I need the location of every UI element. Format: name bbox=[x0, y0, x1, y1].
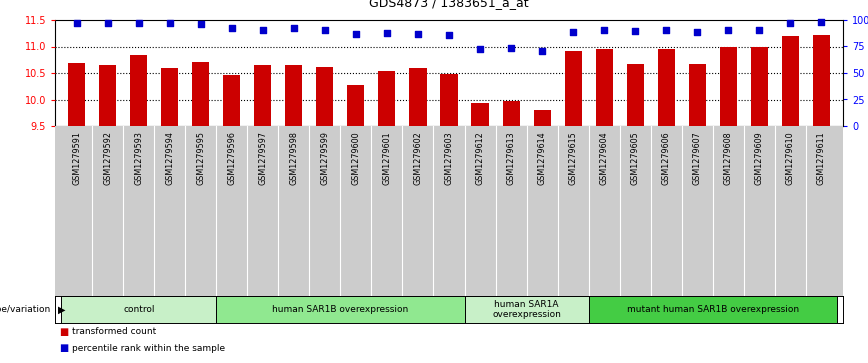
Text: GSM1279615: GSM1279615 bbox=[569, 131, 577, 185]
Point bbox=[411, 31, 425, 37]
Point bbox=[690, 29, 704, 34]
Point bbox=[349, 31, 363, 37]
Point bbox=[163, 20, 177, 26]
Text: GSM1279597: GSM1279597 bbox=[259, 131, 267, 185]
Bar bbox=[347, 85, 365, 126]
Text: GSM1279614: GSM1279614 bbox=[537, 131, 547, 185]
Bar bbox=[595, 49, 613, 126]
Point bbox=[101, 20, 115, 26]
Text: GSM1279609: GSM1279609 bbox=[755, 131, 764, 185]
Text: genotype/variation: genotype/variation bbox=[0, 305, 50, 314]
Text: GSM1279602: GSM1279602 bbox=[413, 131, 423, 185]
Point bbox=[256, 26, 270, 32]
Point bbox=[473, 46, 487, 52]
Point bbox=[659, 26, 673, 32]
Point bbox=[536, 48, 549, 54]
Text: ■: ■ bbox=[59, 327, 69, 337]
Point bbox=[318, 26, 332, 32]
Text: GSM1279611: GSM1279611 bbox=[817, 131, 825, 185]
Text: GSM1279607: GSM1279607 bbox=[693, 131, 701, 185]
Text: GSM1279593: GSM1279593 bbox=[135, 131, 143, 185]
Point bbox=[442, 32, 456, 38]
Text: GSM1279613: GSM1279613 bbox=[507, 131, 516, 185]
Bar bbox=[161, 68, 178, 126]
Point bbox=[287, 25, 301, 31]
Point bbox=[597, 26, 611, 32]
Point bbox=[753, 26, 766, 32]
Text: GSM1279596: GSM1279596 bbox=[227, 131, 236, 185]
Bar bbox=[464, 296, 589, 323]
Bar bbox=[316, 67, 333, 126]
Text: GSM1279591: GSM1279591 bbox=[72, 131, 82, 185]
Bar bbox=[658, 49, 674, 126]
Point bbox=[132, 20, 146, 26]
Bar bbox=[627, 64, 644, 126]
Bar bbox=[69, 63, 85, 126]
Text: GSM1279608: GSM1279608 bbox=[724, 131, 733, 185]
Bar bbox=[193, 62, 209, 126]
Text: percentile rank within the sample: percentile rank within the sample bbox=[72, 343, 226, 352]
Point bbox=[194, 21, 207, 27]
Bar bbox=[440, 74, 457, 126]
Bar bbox=[286, 65, 302, 126]
Text: control: control bbox=[123, 305, 155, 314]
Point bbox=[69, 20, 83, 26]
Text: GSM1279603: GSM1279603 bbox=[444, 131, 453, 185]
Text: GSM1279598: GSM1279598 bbox=[289, 131, 299, 185]
Text: GSM1279599: GSM1279599 bbox=[320, 131, 329, 185]
Text: human SAR1B overexpression: human SAR1B overexpression bbox=[273, 305, 409, 314]
Bar bbox=[564, 51, 582, 126]
Bar bbox=[782, 36, 799, 126]
Bar bbox=[503, 101, 520, 126]
Point bbox=[721, 26, 735, 32]
Text: human SAR1A
overexpression: human SAR1A overexpression bbox=[492, 300, 561, 319]
Point bbox=[628, 28, 642, 33]
Bar bbox=[720, 46, 737, 126]
Point bbox=[225, 25, 239, 31]
Text: GDS4873 / 1383651_a_at: GDS4873 / 1383651_a_at bbox=[369, 0, 529, 9]
Text: GSM1279612: GSM1279612 bbox=[476, 131, 484, 185]
Text: GSM1279606: GSM1279606 bbox=[661, 131, 671, 185]
Text: ▶: ▶ bbox=[57, 305, 65, 314]
Point bbox=[814, 19, 828, 25]
Text: mutant human SAR1B overexpression: mutant human SAR1B overexpression bbox=[627, 305, 799, 314]
Text: GSM1279601: GSM1279601 bbox=[383, 131, 391, 185]
Bar bbox=[99, 65, 116, 126]
Text: GSM1279605: GSM1279605 bbox=[631, 131, 640, 185]
Bar bbox=[812, 35, 830, 126]
Text: GSM1279594: GSM1279594 bbox=[165, 131, 174, 185]
Bar bbox=[410, 68, 426, 126]
Bar bbox=[130, 55, 148, 126]
Bar bbox=[223, 75, 240, 126]
Bar bbox=[62, 296, 216, 323]
Text: GSM1279610: GSM1279610 bbox=[786, 131, 795, 185]
Bar bbox=[378, 72, 396, 126]
Point bbox=[566, 29, 580, 34]
Bar bbox=[751, 46, 768, 126]
Point bbox=[783, 20, 797, 26]
Text: transformed count: transformed count bbox=[72, 327, 156, 336]
Bar bbox=[589, 296, 837, 323]
Text: ■: ■ bbox=[59, 343, 69, 353]
Point bbox=[504, 45, 518, 50]
Text: GSM1279595: GSM1279595 bbox=[196, 131, 206, 185]
Bar bbox=[471, 103, 489, 126]
Bar bbox=[254, 65, 272, 126]
Bar bbox=[688, 64, 706, 126]
Bar bbox=[534, 110, 550, 126]
Text: GSM1279592: GSM1279592 bbox=[103, 131, 112, 185]
Text: GSM1279600: GSM1279600 bbox=[352, 131, 360, 185]
Bar bbox=[216, 296, 464, 323]
Text: GSM1279604: GSM1279604 bbox=[600, 131, 608, 185]
Point bbox=[380, 30, 394, 36]
